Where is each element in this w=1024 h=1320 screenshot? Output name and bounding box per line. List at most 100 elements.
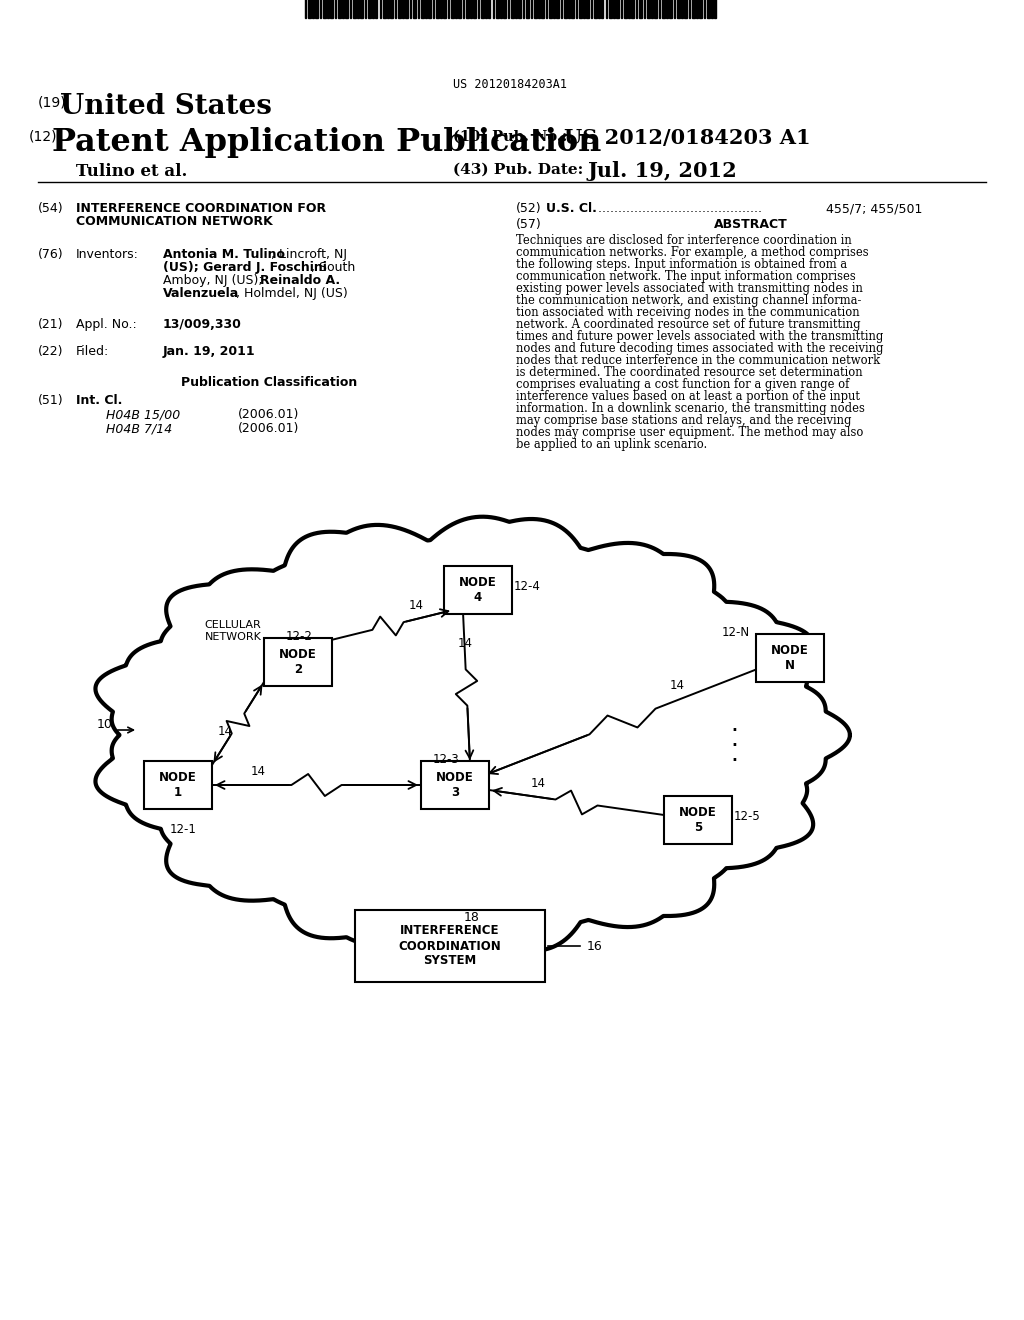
Bar — [711, 0, 713, 18]
Text: .: . — [730, 742, 738, 766]
Bar — [330, 0, 333, 18]
Bar — [654, 0, 657, 18]
Text: US 2012/0184203 A1: US 2012/0184203 A1 — [564, 128, 811, 148]
Text: (22): (22) — [38, 345, 63, 358]
Text: U.S. Cl.: U.S. Cl. — [546, 202, 597, 215]
Text: Amboy, NJ (US);: Amboy, NJ (US); — [163, 275, 266, 286]
Bar — [692, 0, 695, 18]
Bar — [568, 0, 570, 18]
Bar — [421, 0, 424, 18]
Text: nodes that reduce interference in the communication network: nodes that reduce interference in the co… — [516, 354, 880, 367]
Bar — [631, 0, 634, 18]
Text: times and future power levels associated with the transmitting: times and future power levels associated… — [516, 330, 884, 343]
Text: .: . — [730, 727, 738, 751]
Bar — [571, 0, 574, 18]
Bar — [436, 0, 439, 18]
Text: 455/7; 455/501: 455/7; 455/501 — [826, 202, 923, 215]
Text: 14: 14 — [670, 678, 685, 692]
Text: information. In a downlink scenario, the transmitting nodes: information. In a downlink scenario, the… — [516, 403, 865, 414]
Text: (76): (76) — [38, 248, 63, 261]
Bar — [455, 0, 457, 18]
Bar — [443, 0, 446, 18]
Text: INTERFERENCE COORDINATION FOR: INTERFERENCE COORDINATION FOR — [76, 202, 326, 215]
Bar — [696, 0, 698, 18]
Bar — [594, 0, 597, 18]
Bar — [425, 0, 427, 18]
Bar — [413, 0, 416, 18]
Text: NODE
1: NODE 1 — [159, 771, 197, 799]
Text: 18: 18 — [464, 911, 480, 924]
Bar — [628, 0, 630, 18]
Bar — [451, 0, 454, 18]
Text: NODE
5: NODE 5 — [679, 807, 717, 834]
Text: is determined. The coordinated resource set determination: is determined. The coordinated resource … — [516, 366, 862, 379]
Text: 13/009,330: 13/009,330 — [163, 318, 242, 331]
Bar — [714, 0, 716, 18]
Text: Appl. No.:: Appl. No.: — [76, 318, 137, 331]
Text: , Holmdel, NJ (US): , Holmdel, NJ (US) — [236, 286, 348, 300]
Bar — [541, 0, 544, 18]
Bar — [681, 0, 683, 18]
Text: Antonia M. Tulino: Antonia M. Tulino — [163, 248, 285, 261]
Bar — [664, 796, 732, 843]
Text: Inventors:: Inventors: — [76, 248, 139, 261]
Text: Jul. 19, 2012: Jul. 19, 2012 — [588, 161, 737, 181]
Bar — [375, 0, 377, 18]
Text: United States: United States — [60, 92, 272, 120]
Bar — [564, 0, 567, 18]
Bar — [518, 0, 521, 18]
Bar — [481, 0, 484, 18]
Bar — [357, 0, 359, 18]
Text: Publication Classification: Publication Classification — [181, 376, 357, 389]
Bar — [756, 634, 824, 682]
Bar — [470, 0, 472, 18]
Text: , Lincroft, NJ: , Lincroft, NJ — [271, 248, 347, 261]
Text: .: . — [730, 711, 738, 737]
Text: NODE
2: NODE 2 — [280, 648, 316, 676]
Text: 16: 16 — [587, 940, 603, 953]
Bar — [264, 638, 332, 686]
Bar — [144, 762, 212, 809]
Text: 12-2: 12-2 — [286, 630, 313, 643]
Text: (2006.01): (2006.01) — [238, 422, 299, 436]
Text: 14: 14 — [458, 638, 473, 651]
Text: NODE
3: NODE 3 — [436, 771, 474, 799]
Text: 14: 14 — [251, 766, 265, 777]
Bar — [583, 0, 585, 18]
Text: Int. Cl.: Int. Cl. — [76, 393, 123, 407]
Text: be applied to an uplink scenario.: be applied to an uplink scenario. — [516, 438, 708, 451]
Bar — [598, 0, 600, 18]
Text: the communication network, and existing channel informa-: the communication network, and existing … — [516, 294, 861, 308]
Text: (21): (21) — [38, 318, 63, 331]
Bar — [406, 0, 408, 18]
Bar — [613, 0, 615, 18]
Text: (2006.01): (2006.01) — [238, 408, 299, 421]
Text: communication network. The input information comprises: communication network. The input informa… — [516, 271, 856, 282]
Bar — [345, 0, 348, 18]
Bar — [372, 0, 374, 18]
Text: may comprise base stations and relays, and the receiving: may comprise base stations and relays, a… — [516, 414, 852, 426]
Bar — [707, 0, 710, 18]
Text: comprises evaluating a cost function for a given range of: comprises evaluating a cost function for… — [516, 378, 849, 391]
Bar — [360, 0, 362, 18]
Bar — [355, 909, 545, 982]
Bar — [639, 0, 642, 18]
Bar — [699, 0, 702, 18]
Text: communication networks. For example, a method comprises: communication networks. For example, a m… — [516, 246, 868, 259]
Text: (19): (19) — [38, 95, 67, 110]
Bar — [684, 0, 687, 18]
Text: , South: , South — [311, 261, 355, 275]
Bar — [421, 762, 489, 809]
Bar — [387, 0, 389, 18]
Text: (US); Gerard J. Foschini: (US); Gerard J. Foschini — [163, 261, 327, 275]
Bar — [534, 0, 537, 18]
Bar — [553, 0, 555, 18]
Text: 12-N: 12-N — [722, 626, 751, 639]
Bar — [383, 0, 386, 18]
Text: Filed:: Filed: — [76, 345, 110, 358]
Bar — [601, 0, 603, 18]
Bar — [549, 0, 552, 18]
Bar — [398, 0, 401, 18]
Bar — [353, 0, 356, 18]
Bar — [496, 0, 499, 18]
